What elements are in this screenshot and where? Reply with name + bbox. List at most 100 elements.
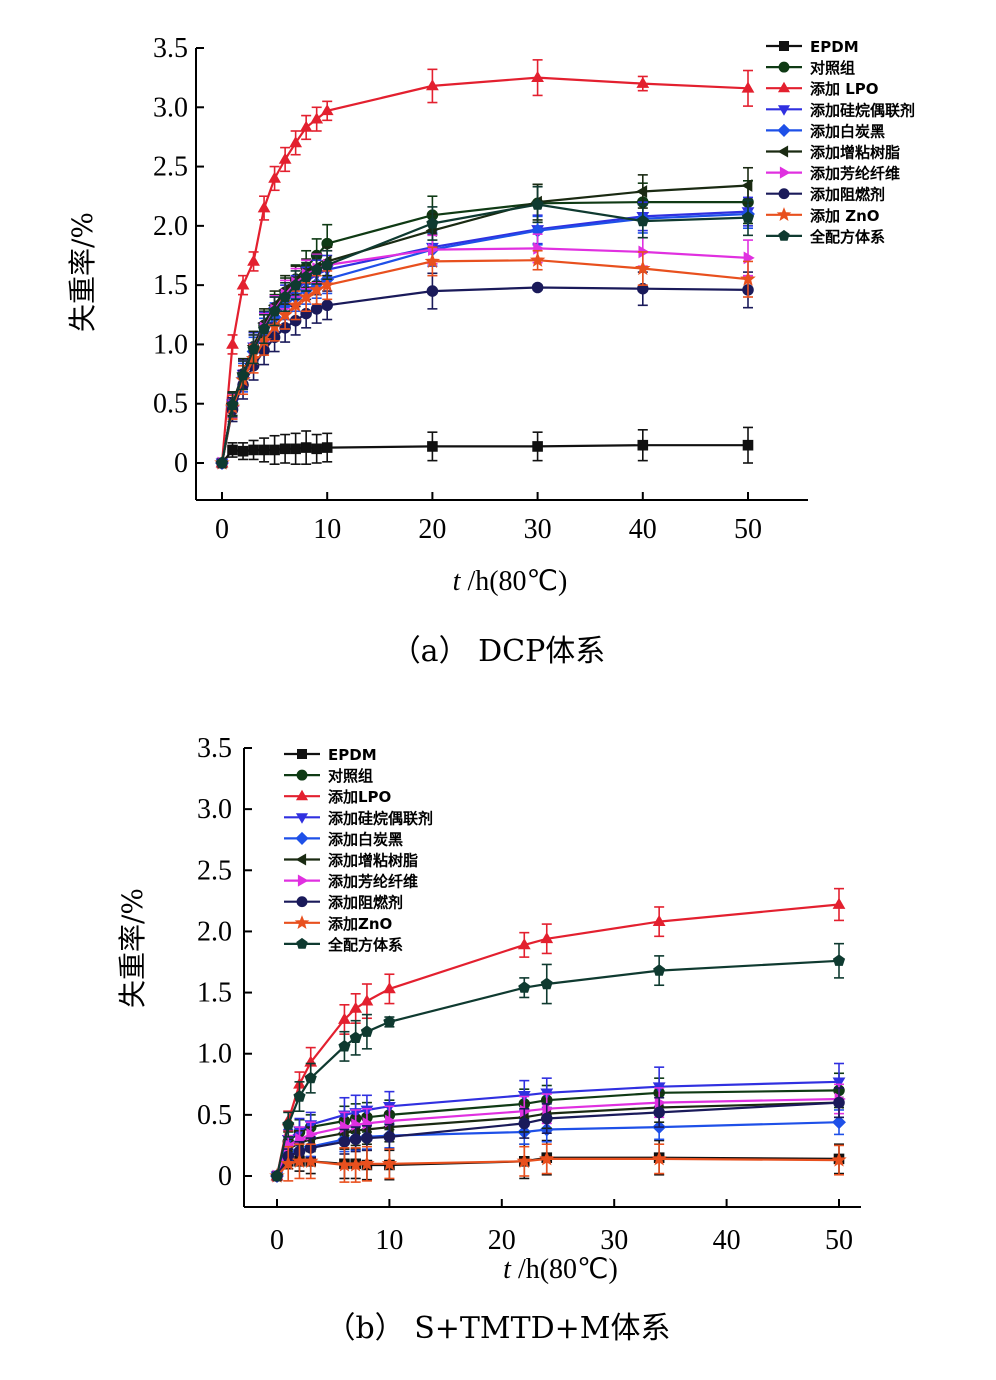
legend-marker <box>295 813 309 824</box>
legend-label: 添加白炭黑 <box>328 830 403 848</box>
data-point <box>280 1155 296 1171</box>
data-point <box>383 1015 396 1028</box>
series-line <box>220 212 749 464</box>
legend-label: 添加芳纶纤维 <box>328 873 418 891</box>
legend-marker <box>297 874 309 887</box>
data-point <box>653 1106 665 1119</box>
series-line <box>275 959 840 1177</box>
series-line <box>220 184 749 464</box>
x-tick-label: 0 <box>215 514 229 545</box>
data-point <box>518 981 531 993</box>
legend-label: 全配方体系 <box>327 936 403 954</box>
data-point <box>277 306 293 322</box>
data-point <box>653 964 666 976</box>
data-point <box>385 1114 397 1128</box>
data-point <box>236 278 250 290</box>
data-point <box>831 1152 847 1167</box>
data-point <box>321 442 333 453</box>
data-point <box>424 253 441 269</box>
legend-marker <box>297 749 307 759</box>
data-point <box>531 198 544 210</box>
x-tick-label: 30 <box>600 1225 628 1256</box>
data-point <box>270 1169 284 1182</box>
series-0 <box>216 426 754 469</box>
data-point <box>287 297 304 312</box>
chart-panel-b: 0 0.5 1.0 1.5 2.0 2.5 3.0 3.5 0 10 20 30 40 50 t /h(80… <box>116 733 861 1346</box>
legend-label: 添加芳纶纤维 <box>810 165 900 183</box>
data-point <box>278 152 292 164</box>
y-tick-label: 3.0 <box>197 794 232 825</box>
data-point <box>310 263 323 275</box>
legend-marker <box>777 123 791 137</box>
data-point <box>383 1131 396 1143</box>
legend-label: EPDM <box>810 38 859 56</box>
y-tick-label: 2.0 <box>197 916 232 947</box>
data-point <box>269 444 280 456</box>
legend-marker <box>296 896 308 908</box>
y-tick-label: 1.0 <box>153 329 188 360</box>
data-point <box>636 214 649 227</box>
figure-caption: （b） S+TMTD+M体系 <box>325 1311 670 1346</box>
data-point <box>637 439 649 451</box>
data-point <box>359 1155 375 1171</box>
legend-label: 添加阻燃剂 <box>328 894 403 912</box>
data-point <box>741 211 755 223</box>
data-point <box>268 171 281 183</box>
data-point <box>268 304 281 317</box>
y-tick-label: 3.5 <box>153 33 188 64</box>
data-point <box>237 445 249 457</box>
data-point <box>741 81 755 93</box>
data-point <box>319 277 335 292</box>
data-point <box>306 1128 318 1141</box>
series-0 <box>271 1139 845 1182</box>
data-point <box>282 1118 295 1130</box>
x-axis-label: t /h(80℃) <box>453 566 568 597</box>
data-point <box>516 1153 533 1168</box>
y-tick-label: 1.0 <box>197 1039 232 1070</box>
legend-label: 添加ZnO <box>328 915 392 933</box>
data-point <box>298 288 314 304</box>
data-point <box>832 954 846 966</box>
data-point <box>338 1039 351 1052</box>
data-point <box>652 914 666 926</box>
legend-marker <box>777 105 791 116</box>
legend-label: 添加 ZnO <box>810 207 880 225</box>
data-point <box>518 1117 531 1130</box>
legend-label: 对照组 <box>328 767 373 785</box>
data-point <box>321 299 333 312</box>
data-point <box>299 120 313 132</box>
legend-label: 添加增粘树脂 <box>810 144 900 162</box>
data-point <box>258 322 271 335</box>
data-point <box>258 444 270 456</box>
y-tick-label: 2.0 <box>153 211 188 242</box>
data-point <box>833 1096 845 1109</box>
y-tick-label: 1.5 <box>197 978 232 1009</box>
data-point <box>381 1155 398 1171</box>
data-point <box>289 136 303 148</box>
data-point <box>349 1031 362 1043</box>
legend-marker <box>777 81 791 93</box>
legend-label: 添加阻燃剂 <box>810 186 885 204</box>
data-point <box>300 442 312 453</box>
x-tick-label: 20 <box>488 1225 516 1256</box>
data-point <box>529 252 546 267</box>
x-tick-label: 40 <box>629 514 657 545</box>
legend-marker <box>294 915 310 930</box>
data-point <box>300 270 313 282</box>
y-tick-label: 3.0 <box>153 92 188 123</box>
series-line <box>220 203 749 464</box>
data-point <box>279 443 291 455</box>
legend-marker <box>295 853 307 866</box>
data-point <box>338 1135 351 1148</box>
data-point <box>308 281 325 297</box>
x-tick-label: 10 <box>313 514 341 545</box>
data-point <box>347 1156 364 1172</box>
data-point <box>360 1025 373 1037</box>
x-tick-label: 30 <box>524 514 552 545</box>
legend-marker <box>296 769 308 781</box>
legend-label: EPDM <box>328 746 377 764</box>
data-point <box>740 271 756 286</box>
x-tick-label: 10 <box>375 1225 403 1256</box>
data-point <box>517 938 531 950</box>
